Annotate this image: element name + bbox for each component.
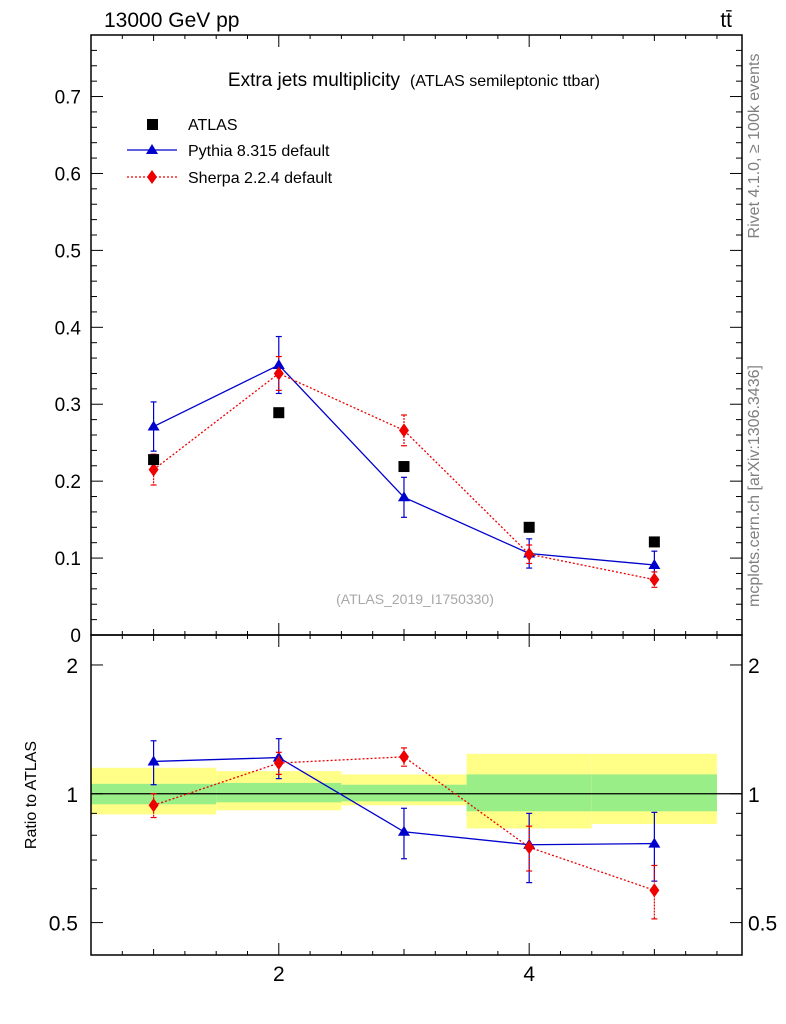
atlas-marker <box>648 536 660 548</box>
ratio-y-tick-label: 1 <box>66 784 78 807</box>
sherpa-marker <box>148 462 159 477</box>
pythia-marker <box>147 420 160 431</box>
ratio-stat-band <box>466 774 592 812</box>
ratio-stat-band <box>591 774 717 812</box>
chart-subtitle: (ATLAS semileptonic ttbar) <box>410 73 600 90</box>
atlas-marker <box>148 454 160 466</box>
mcplots-label: mcplots.cern.ch [arXiv:1306.3436] <box>746 365 763 607</box>
ratio-pythia-marker <box>147 755 160 766</box>
sherpa-marker <box>649 572 660 587</box>
legend: ATLAS Pythia 8.315 default Sherpa 2.2.4 … <box>127 117 333 187</box>
header-left: 13000 GeV pp <box>104 9 239 32</box>
ratio-uncertainty-bands <box>91 753 742 829</box>
atlas-marker <box>273 407 285 419</box>
ratio-y-tick-label-right: 0.5 <box>748 913 777 936</box>
ratio-stat-band <box>216 782 342 803</box>
y-tick-label: 0.3 <box>55 395 81 416</box>
legend-sherpa-label: Sherpa 2.2.4 default <box>188 170 333 187</box>
ratio-sherpa-marker <box>273 756 284 771</box>
y-tick-label: 0.1 <box>55 549 81 570</box>
ratio-sherpa-marker <box>649 883 660 898</box>
legend-atlas-label: ATLAS <box>188 117 238 134</box>
ratio-pythia-marker <box>397 825 410 836</box>
y-tick-label: 0.5 <box>55 241 81 262</box>
data-marks <box>147 335 661 920</box>
pythia-marker <box>272 359 285 369</box>
ratio-sherpa-marker <box>398 749 409 764</box>
ratio-y-tick-label-right: 1 <box>748 784 760 807</box>
ratio-y-tick-label: 0.5 <box>49 913 78 936</box>
y-tick-label: 0 <box>70 626 81 647</box>
sherpa-marker <box>273 366 284 381</box>
ratio-y-tick-label: 2 <box>66 655 78 678</box>
ratio-y-axis-label: Ratio to ATLAS <box>23 741 40 849</box>
legend-atlas-marker <box>147 119 158 130</box>
y-tick-label: 0.7 <box>55 88 81 109</box>
sherpa-marker <box>398 423 409 438</box>
x-tick-label: 2 <box>273 963 285 986</box>
pythia-marker <box>648 559 661 569</box>
sherpa-marker <box>524 547 535 562</box>
ratio-sherpa-marker <box>524 840 535 855</box>
x-tick-label: 4 <box>523 963 535 986</box>
legend-pythia-marker <box>146 144 158 154</box>
legend-sherpa-marker <box>147 170 157 184</box>
pythia-marker <box>397 491 410 502</box>
header-right: tt̄ <box>720 9 732 32</box>
atlas-marker <box>523 521 535 533</box>
y-tick-label: 0.4 <box>55 318 82 339</box>
analysis-watermark: (ATLAS_2019_I1750330) <box>336 591 494 607</box>
rivet-version-label: Rivet 4.1.0, ≥ 100k events <box>746 54 763 239</box>
atlas-marker <box>398 461 410 473</box>
chart-title: Extra jets multiplicity <box>228 70 401 91</box>
y-tick-label: 0.2 <box>55 472 81 493</box>
ratio-y-tick-label-right: 2 <box>748 655 760 678</box>
ratio-pythia-marker <box>648 837 661 848</box>
y-tick-label: 0.6 <box>55 164 81 185</box>
ratio-plot-frame <box>90 634 743 956</box>
sherpa-line <box>153 372 655 581</box>
ratio-stat-band <box>341 784 467 802</box>
ratio-sherpa-marker <box>148 798 159 813</box>
axis-ticks: 2 4 0 0.1 0.2 0.3 0.4 0.5 0.6 0.7 0.5 0.5 1 1 2 2 <box>49 34 777 986</box>
legend-pythia-label: Pythia 8.315 default <box>188 143 330 160</box>
